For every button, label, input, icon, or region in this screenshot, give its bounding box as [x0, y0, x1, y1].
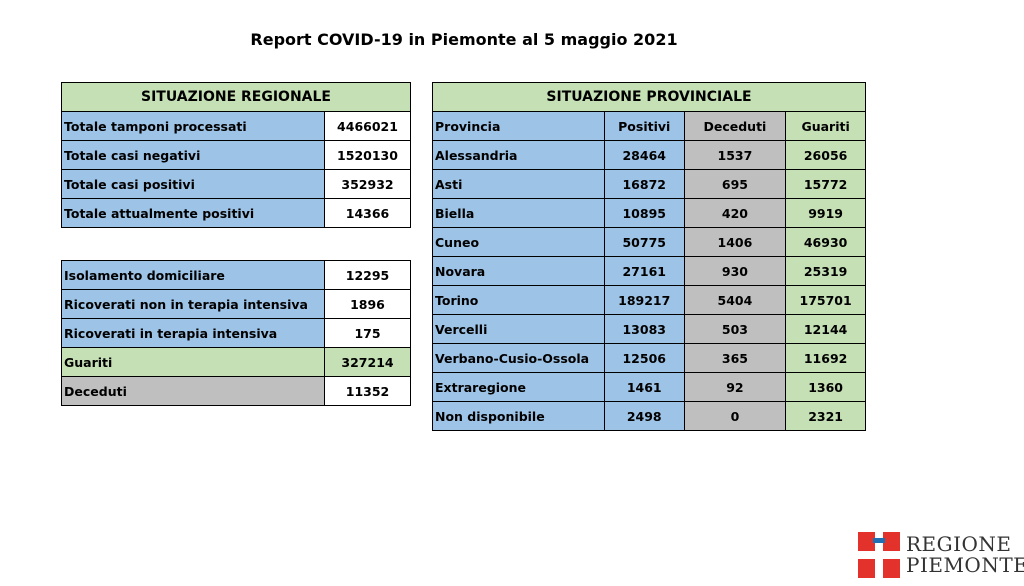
row-value: 175: [324, 318, 411, 348]
guariti-value: 9919: [785, 198, 866, 228]
row-label: Totale casi positivi: [61, 169, 325, 199]
column-header: Provincia: [432, 111, 605, 141]
table-row: Totale casi positivi 352932: [61, 169, 411, 199]
table-row: Totale tamponi processati 4466021: [61, 111, 411, 141]
positivi-value: 27161: [603, 256, 685, 286]
row-label: Guariti: [61, 347, 325, 377]
table-row: Cuneo 50775 1406 46930: [432, 227, 866, 257]
row-value: 352932: [324, 169, 411, 199]
logo-text: REGIONE PIEMONTE: [906, 534, 1024, 576]
guariti-value: 2321: [785, 401, 866, 431]
province-name: Vercelli: [432, 314, 605, 344]
row-label: Deceduti: [61, 376, 325, 406]
guariti-value: 25319: [785, 256, 866, 286]
province-name: Alessandria: [432, 140, 605, 170]
table-row: Asti 16872 695 15772: [432, 169, 866, 199]
table-row: Guariti 327214: [61, 347, 411, 377]
piemonte-emblem-icon: [858, 532, 900, 578]
row-value: 327214: [324, 347, 411, 377]
page-title: Report COVID-19 in Piemonte al 5 maggio …: [250, 30, 678, 49]
province-name: Verbano-Cusio-Ossola: [432, 343, 605, 373]
row-value: 14366: [324, 198, 411, 228]
deceduti-value: 5404: [683, 285, 787, 315]
province-name: Torino: [432, 285, 605, 315]
row-value: 1520130: [324, 140, 411, 170]
positivi-value: 12506: [603, 343, 685, 373]
regional-header: SITUAZIONE REGIONALE: [61, 82, 411, 112]
guariti-value: 11692: [785, 343, 866, 373]
positivi-value: 28464: [603, 140, 685, 170]
table-row: Novara 27161 930 25319: [432, 256, 866, 286]
table-row: Verbano-Cusio-Ossola 12506 365 11692: [432, 343, 866, 373]
deceduti-value: 1406: [683, 227, 787, 257]
province-name: Extraregione: [432, 372, 605, 402]
column-header-row: Provincia Positivi Deceduti Guariti: [432, 111, 866, 141]
row-label: Ricoverati non in terapia intensiva: [61, 289, 325, 319]
table-row: Deceduti 11352: [61, 376, 411, 406]
province-name: Biella: [432, 198, 605, 228]
guariti-value: 175701: [785, 285, 866, 315]
provincial-header: SITUAZIONE PROVINCIALE: [432, 82, 866, 112]
row-value: 1896: [324, 289, 411, 319]
table-row: Isolamento domiciliare 12295: [61, 260, 411, 290]
guariti-value: 12144: [785, 314, 866, 344]
province-name: Cuneo: [432, 227, 605, 257]
deceduti-value: 420: [683, 198, 787, 228]
row-label: Ricoverati in terapia intensiva: [61, 318, 325, 348]
table-row: Ricoverati non in terapia intensiva 1896: [61, 289, 411, 319]
guariti-value: 1360: [785, 372, 866, 402]
table-row: Vercelli 13083 503 12144: [432, 314, 866, 344]
table-row: Non disponibile 2498 0 2321: [432, 401, 866, 431]
logo-line-2: PIEMONTE: [906, 553, 1024, 577]
regione-piemonte-logo: REGIONE PIEMONTE: [858, 532, 1024, 578]
table-row: Alessandria 28464 1537 26056: [432, 140, 866, 170]
provincial-table: SITUAZIONE PROVINCIALE Provincia Positiv…: [432, 82, 866, 431]
table-row: Ricoverati in terapia intensiva 175: [61, 318, 411, 348]
positivi-value: 1461: [603, 372, 685, 402]
positivi-value: 189217: [603, 285, 685, 315]
guariti-value: 15772: [785, 169, 866, 199]
deceduti-value: 930: [683, 256, 787, 286]
province-name: Non disponibile: [432, 401, 605, 431]
table-row: Totale attualmente positivi 14366: [61, 198, 411, 228]
detail-table: Isolamento domiciliare 12295 Ricoverati …: [61, 260, 411, 406]
logo-line-1: REGIONE: [906, 532, 1012, 556]
province-name: Asti: [432, 169, 605, 199]
table-row: Totale casi negativi 1520130: [61, 140, 411, 170]
row-label: Totale tamponi processati: [61, 111, 325, 141]
deceduti-value: 503: [683, 314, 787, 344]
column-header: Positivi: [603, 111, 685, 141]
row-value: 11352: [324, 376, 411, 406]
deceduti-value: 365: [683, 343, 787, 373]
positivi-value: 2498: [603, 401, 685, 431]
column-header: Guariti: [785, 111, 866, 141]
row-label: Isolamento domiciliare: [61, 260, 325, 290]
guariti-value: 46930: [785, 227, 866, 257]
regional-table: SITUAZIONE REGIONALE Totale tamponi proc…: [61, 82, 411, 228]
province-name: Novara: [432, 256, 605, 286]
deceduti-value: 0: [683, 401, 787, 431]
table-row: Biella 10895 420 9919: [432, 198, 866, 228]
deceduti-value: 695: [683, 169, 787, 199]
guariti-value: 26056: [785, 140, 866, 170]
positivi-value: 50775: [603, 227, 685, 257]
column-header: Deceduti: [683, 111, 787, 141]
positivi-value: 16872: [603, 169, 685, 199]
positivi-value: 10895: [603, 198, 685, 228]
positivi-value: 13083: [603, 314, 685, 344]
row-label: Totale attualmente positivi: [61, 198, 325, 228]
table-row: Torino 189217 5404 175701: [432, 285, 866, 315]
row-value: 4466021: [324, 111, 411, 141]
row-value: 12295: [324, 260, 411, 290]
deceduti-value: 1537: [683, 140, 787, 170]
row-label: Totale casi negativi: [61, 140, 325, 170]
table-row: Extraregione 1461 92 1360: [432, 372, 866, 402]
deceduti-value: 92: [683, 372, 787, 402]
